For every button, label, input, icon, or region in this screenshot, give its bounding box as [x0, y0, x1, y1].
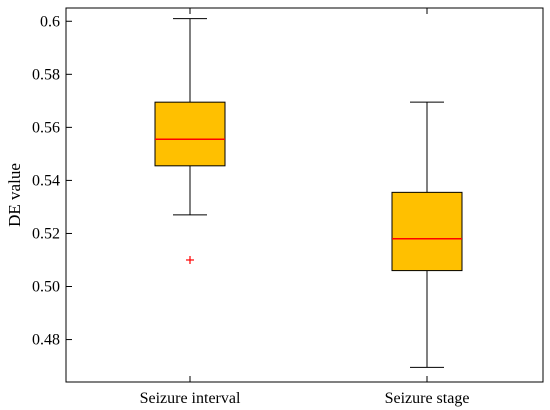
y-axis: 0.48 0.50 0.52 0.54 0.56 0.58 0.6	[32, 13, 72, 349]
box-group	[154, 18, 226, 264]
y-tick-label: 0.50	[32, 279, 60, 296]
box-group	[391, 101, 463, 368]
iqr-box	[391, 191, 463, 272]
y-axis-title: DE value	[5, 163, 24, 227]
iqr-box	[154, 101, 226, 167]
y-tick-label: 0.56	[32, 119, 60, 136]
y-tick-label: 0.48	[32, 332, 60, 349]
y-tick-label: 0.6	[40, 13, 60, 30]
y-tick-label: 0.54	[32, 172, 60, 189]
x-tick-label: Seizure interval	[140, 390, 241, 407]
outlier-marker	[186, 255, 194, 264]
y-tick-label: 0.58	[32, 66, 60, 83]
y-tick-label: 0.52	[32, 225, 60, 242]
boxes-layer	[154, 18, 463, 368]
plot-frame	[65, 7, 544, 383]
x-tick-label: Seizure stage	[385, 390, 470, 407]
x-axis: Seizure interval Seizure stage	[140, 8, 470, 407]
